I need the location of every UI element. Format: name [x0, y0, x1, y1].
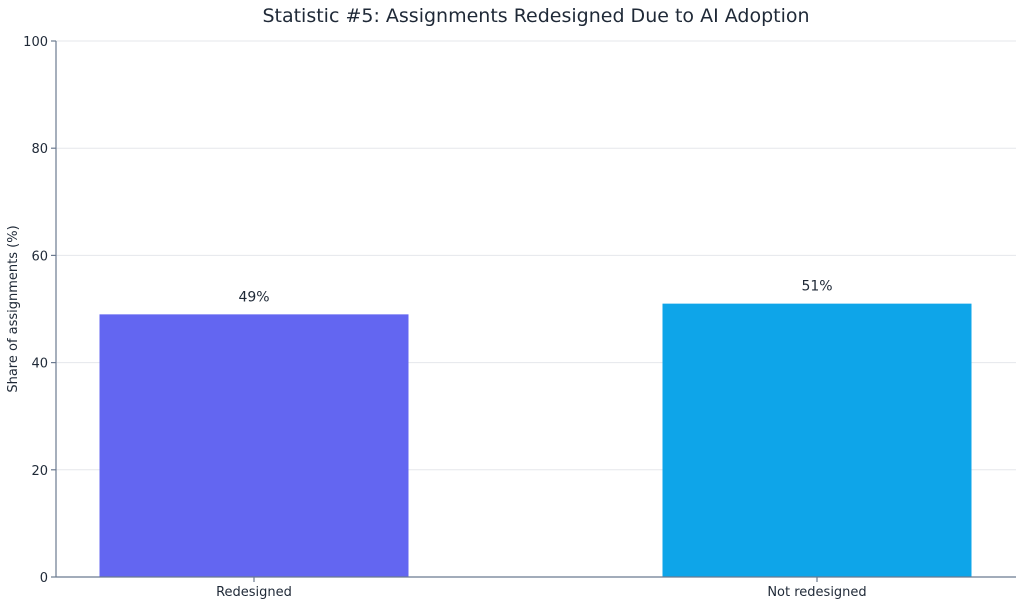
y-tick-label: 40 — [31, 357, 48, 372]
bar-not-redesigned — [662, 303, 972, 577]
y-tick-label: 80 — [31, 142, 48, 157]
bar-data-label: 49% — [238, 289, 269, 305]
x-tick-label: Redesigned — [216, 585, 292, 600]
bars-layer — [99, 303, 972, 577]
labels-layer: 49% 51% — [238, 279, 832, 306]
y-axis-label: Share of assignments (%) — [6, 225, 21, 392]
bar-data-label: 51% — [801, 279, 832, 295]
axis-layer: 0 20 40 60 80 100 Redesigned Not redesigned — [23, 35, 1016, 600]
bar-redesigned — [99, 314, 409, 577]
chart-title: Statistic #5: Assignments Redesigned Due… — [262, 5, 809, 27]
y-tick-label: 0 — [40, 571, 48, 586]
x-tick-label: Not redesigned — [767, 585, 866, 600]
y-tick-label: 20 — [31, 464, 48, 479]
y-tick-label: 100 — [23, 35, 48, 50]
y-tick-label: 60 — [31, 249, 48, 264]
